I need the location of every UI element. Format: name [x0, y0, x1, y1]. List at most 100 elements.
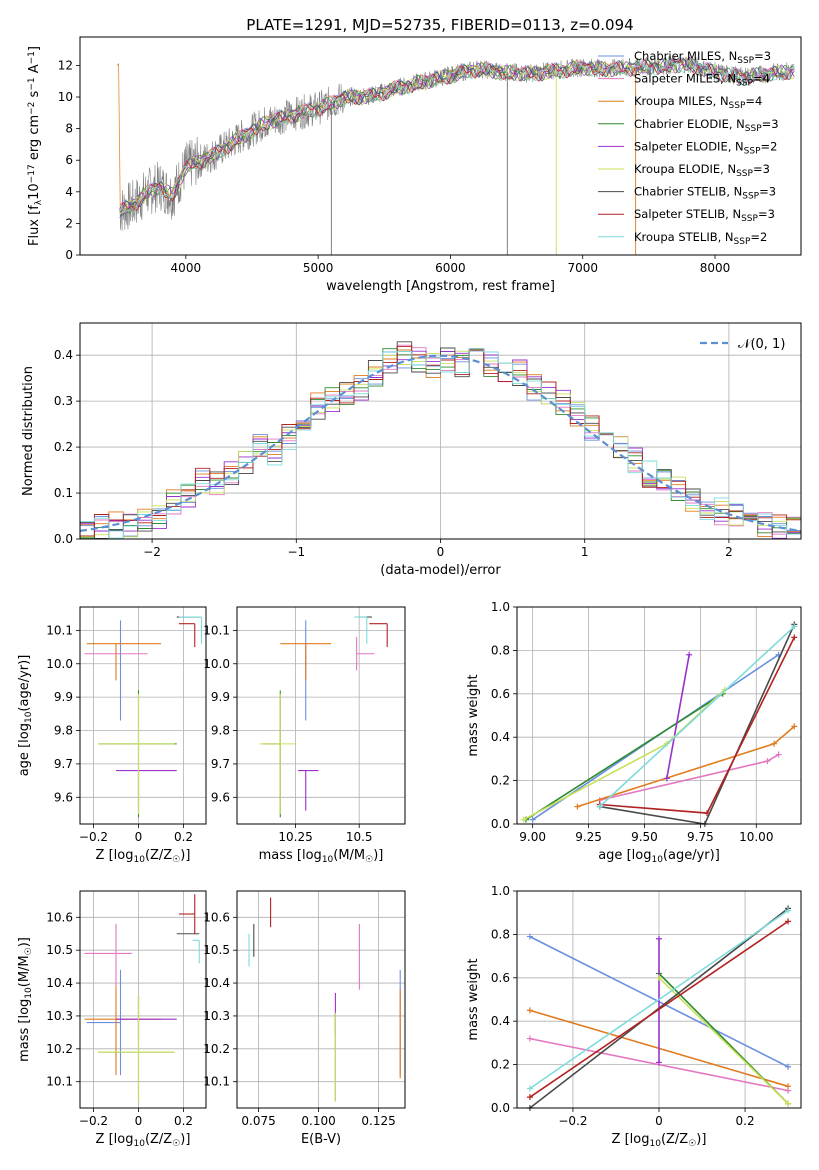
weight-series [574, 723, 798, 810]
legend-entry: Kroupa ELODIE, NSSP=3 [634, 162, 770, 179]
x-tick-label: 10.00 [739, 830, 773, 844]
y-tick-label: 10.2 [203, 1042, 230, 1056]
x-axis-label: Z [log10(Z/Z☉)] [612, 1132, 707, 1149]
weight-marker [704, 810, 711, 817]
weight-line [666, 654, 690, 779]
weight-marker [656, 974, 662, 981]
weight-marker [785, 1063, 792, 1070]
y-tick-label: 9.7 [54, 757, 73, 771]
legend-entry: Kroupa STELIB, NSSP=2 [634, 230, 767, 247]
x-tick-label: −0.2 [79, 1114, 108, 1128]
axes-frame [79, 606, 207, 825]
x-tick-label: −2 [143, 545, 161, 559]
x-tick-label: −0.2 [558, 1114, 587, 1128]
y-tick-label: 9.6 [54, 790, 73, 804]
y-tick-label: 1.0 [491, 600, 510, 614]
y-tick-label: 1.0 [491, 884, 510, 898]
y-axis-label: Normed distribution [21, 366, 36, 496]
panel-mass-weight-vs-Z: −0.2 0 0.2 0.0 0.2 0.4 0.6 0.8 1.0 Z [log10(Z/Z☉)… [466, 884, 802, 1149]
figure-title: PLATE=1291, MJD=52735, FIBERID=0113, z=0… [246, 16, 633, 34]
x-tick-label: 0.2 [736, 1114, 755, 1128]
y-tick-label: 0.4 [54, 348, 73, 362]
y-tick-label: 9.8 [211, 724, 230, 738]
weight-marker [574, 803, 581, 810]
x-tick-label: 9.75 [687, 830, 714, 844]
y-axis-label: mass weight [466, 958, 481, 1040]
x-axis-label: wavelength [Angstrom, rest frame] [326, 279, 555, 294]
panel-age-vs-Z: −0.2 0 0.2 9.6 9.7 9.8 9.9 10.0 10.1 Z [log10(Z/Z… [17, 606, 207, 865]
y-tick-label: 0.2 [491, 774, 510, 788]
x-tick-label: 6000 [435, 261, 466, 275]
weight-line [529, 920, 789, 1098]
model-spectrum [119, 58, 795, 214]
y-axis-label: mass [log10(M/M☉)] [17, 937, 34, 1062]
y-tick-label: 0.4 [491, 1014, 510, 1028]
legend-entry: Salpeter MILES, NSSP=4 [634, 72, 770, 89]
x-tick-label: 2 [725, 545, 733, 559]
weight-marker [529, 816, 536, 823]
y-tick-label: 0.1 [54, 486, 73, 500]
x-tick-label: 9.00 [519, 830, 546, 844]
panel-mass-vs-ebv: 0.075 0.100 0.125 10.1 10.2 10.3 10.4 10.5 10.6 E… [203, 890, 406, 1147]
y-tick-label: 6 [65, 153, 73, 167]
errorbar-point [98, 996, 175, 1102]
weight-marker [663, 775, 670, 782]
x-tick-label: 0 [655, 1114, 663, 1128]
errorbar-point [86, 643, 161, 681]
errorbar-point [298, 770, 319, 811]
x-tick-label: 1 [581, 545, 589, 559]
x-tick-label: 0.075 [241, 1114, 275, 1128]
errorbar-point [98, 693, 175, 814]
axes-frame [236, 890, 406, 1109]
x-tick-label: 10.25 [278, 830, 312, 844]
y-axis-label: Flux [fλ10−17 erg cm−2 s−1 A−1] [27, 46, 44, 246]
x-tick-label: 7000 [567, 261, 598, 275]
y-tick-label: 10.1 [203, 1075, 230, 1089]
y-tick-label: 0.8 [491, 643, 510, 657]
errorbar-point [280, 643, 332, 681]
model-spectrum [119, 56, 795, 219]
weight-marker [526, 1007, 533, 1014]
weight-line [599, 753, 780, 801]
weight-marker [791, 723, 798, 730]
panel-spectrum: 4000 5000 6000 7000 8000 0 2 4 6 8 10 12 wavelength … [27, 36, 802, 294]
y-tick-label: 10 [58, 90, 73, 104]
errorbar-point [84, 923, 132, 987]
histogram-series [80, 347, 801, 539]
errorbar-point [116, 770, 177, 811]
errorbar-point [262, 690, 281, 818]
weight-series [656, 974, 792, 1107]
y-tick-label: 0.0 [491, 1101, 510, 1115]
errorbar-point [179, 623, 196, 648]
legend-entry: Chabrier MILES, NSSP=3 [634, 49, 771, 66]
y-tick-label: 12 [58, 58, 73, 72]
x-tick-label: 5000 [303, 261, 334, 275]
gaussian-curve [79, 354, 802, 532]
y-tick-label: 10.3 [46, 1009, 73, 1023]
y-tick-label: 10.1 [46, 623, 73, 637]
weight-marker [596, 803, 603, 810]
legend-entry: Salpeter ELODIE, NSSP=2 [634, 139, 777, 156]
weight-marker [791, 623, 798, 630]
errorbar-point [84, 986, 161, 1076]
x-tick-label: 0.125 [361, 1114, 395, 1128]
y-tick-label: 10.5 [46, 943, 73, 957]
y-tick-label: 10.2 [46, 1042, 73, 1056]
y-tick-label: 10.5 [203, 943, 230, 957]
x-axis-label: age [log10(age/yr)] [598, 848, 720, 865]
y-tick-label: 0.8 [491, 927, 510, 941]
y-tick-label: 10.3 [203, 1009, 230, 1023]
axes-frame [79, 36, 802, 256]
weight-marker [785, 918, 792, 925]
x-tick-label: 4000 [171, 261, 202, 275]
x-axis-label: Z [log10(Z/Z☉)] [96, 1132, 191, 1149]
spectrum-lines [116, 54, 795, 255]
weight-series [596, 751, 782, 804]
x-tick-label: −0.2 [79, 830, 108, 844]
x-tick-label: 0 [135, 830, 143, 844]
legend-entry: Chabrier ELODIE, NSSP=3 [634, 117, 779, 134]
weight-series [526, 918, 792, 1101]
y-tick-label: 10.1 [46, 1075, 73, 1089]
weight-marker [526, 1085, 533, 1092]
x-tick-label: 0 [135, 1114, 143, 1128]
